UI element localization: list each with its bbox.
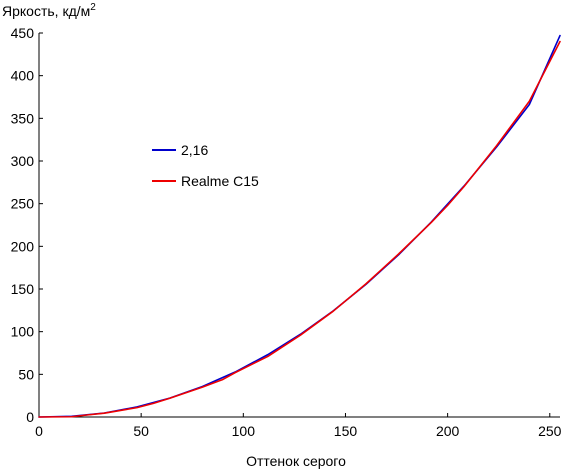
- y-tick-label: 300: [11, 153, 35, 169]
- x-tick-label: 200: [436, 423, 460, 439]
- axes: 0 50 100 150 200 250 300 350 400 450 0 50 100 150 200 2…: [11, 25, 562, 439]
- y-tick-label: 50: [18, 366, 34, 382]
- y-tick-label: 350: [11, 110, 35, 126]
- legend-label: 2,16: [181, 142, 208, 158]
- y-tick-label: 450: [11, 25, 35, 41]
- series-layer: [38, 34, 561, 418]
- y-tick-label: 400: [11, 68, 35, 84]
- legend-label: Realme C15: [181, 173, 259, 189]
- y-axis-title-text: Яркость, кд/м: [2, 3, 90, 19]
- x-tick-label: 100: [232, 423, 256, 439]
- y-tick-label: 100: [11, 324, 35, 340]
- x-axis-title: Оттенок серого: [246, 453, 346, 469]
- x-tick-label: 50: [133, 423, 149, 439]
- y-tick-label: 0: [26, 409, 34, 425]
- x-tick-label: 0: [35, 423, 43, 439]
- y-tick-label: 250: [11, 196, 35, 212]
- y-axis-title: Яркость, кд/м2: [2, 2, 96, 19]
- legend: 2,16 Realme C15: [152, 142, 259, 189]
- x-tick-label: 150: [334, 423, 358, 439]
- series-line-1: [38, 34, 561, 418]
- y-tick-label: 200: [11, 238, 35, 254]
- x-tick-label: 250: [538, 423, 562, 439]
- y-tick-label: 150: [11, 281, 35, 297]
- series-line-2: [38, 40, 561, 418]
- y-axis-title-superscript: 2: [90, 2, 96, 13]
